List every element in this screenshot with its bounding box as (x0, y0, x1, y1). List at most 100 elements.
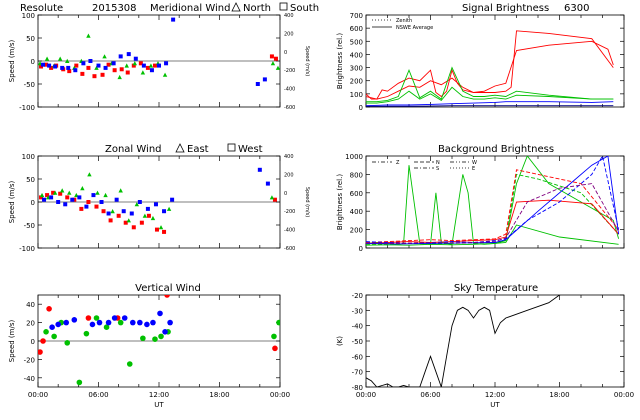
data-point (118, 54, 123, 59)
y-tick-label: -50 (24, 81, 35, 89)
zonal-legend-west: West (238, 144, 263, 155)
data-point (140, 70, 146, 75)
data-point (149, 68, 154, 73)
data-point (49, 65, 54, 70)
data-point (44, 62, 49, 67)
data-point (139, 220, 144, 225)
y-tick-label: 0 (31, 199, 35, 207)
data-point (65, 195, 70, 200)
background-legend-n: N (436, 160, 440, 166)
x-axis-label: UT (154, 401, 164, 409)
data-point (56, 200, 61, 204)
sky-plot-area: -80 -70 -60 -50 -40 -30 -20 00:00 06:00 12:00 18:0… (336, 292, 634, 409)
data-line (366, 105, 614, 107)
data-point (94, 204, 99, 209)
signal-title: Signal Brightness (462, 3, 549, 14)
y-axis-label: Speed (m/s) (8, 181, 16, 224)
data-point (275, 65, 281, 70)
data-point (86, 33, 91, 38)
data-point (167, 319, 173, 326)
x-tick-label: 00:00 (614, 391, 634, 399)
y-tick-label: 200 (350, 227, 363, 235)
data-point (95, 190, 100, 195)
data-point (153, 202, 158, 207)
data-point (40, 338, 46, 344)
y-right-axis-label: Speed (m/s) (304, 187, 310, 217)
y-right-tick-label: -200 (284, 68, 295, 74)
data-point (126, 361, 133, 367)
y-tick-label: -50 (352, 338, 363, 346)
data-point (126, 218, 131, 223)
y-tick-label: -100 (19, 245, 35, 253)
data-point (57, 56, 63, 61)
data-point (150, 215, 156, 221)
y-right-tick-label: 0 (284, 191, 287, 197)
y-tick-label: 0 (31, 338, 35, 346)
data-point (66, 65, 71, 70)
data-point (119, 67, 124, 72)
data-point (146, 213, 151, 218)
data-point (116, 213, 121, 218)
y-axis-label: (K) (336, 336, 344, 346)
data-point (47, 63, 52, 68)
y-axis-label: Brightness (rel.) (336, 33, 344, 89)
data-point (101, 209, 106, 214)
data-point (89, 321, 96, 328)
y-tick-label: 700 (350, 12, 363, 20)
y-tick-label: 0 (31, 58, 35, 66)
background-title: Background Brightness (438, 144, 554, 155)
data-point (117, 74, 122, 80)
y-tick-label: 40 (26, 301, 35, 309)
data-point (99, 200, 104, 204)
y-tick-label: 200 (350, 78, 363, 86)
data-point (39, 64, 44, 69)
data-point (53, 64, 58, 69)
data-point (144, 321, 150, 328)
data-point (154, 227, 159, 232)
background-legend-e: E (472, 166, 475, 172)
x-tick-label: 06:00 (88, 391, 108, 399)
data-point (125, 70, 130, 75)
signal-legend-average: NSWE Average (396, 25, 433, 31)
meridional-plot-area: -100 -50 0 50 100 -600 -400 -200 0 200 400 Speed (m… (8, 12, 310, 112)
y-tick-label: -80 (352, 384, 363, 392)
data-point (43, 329, 49, 335)
data-point (118, 188, 123, 193)
plot-frame (365, 155, 625, 249)
meridional-wind-panel: Resolute 2015308 Meridional Wind North S… (8, 2, 319, 112)
background-legend: Z N W S E (372, 160, 477, 172)
data-point (270, 61, 276, 66)
data-point (106, 211, 111, 216)
data-point (91, 193, 96, 198)
y-tick-label: 0 (359, 245, 363, 253)
data-point (72, 197, 77, 202)
data-point (152, 336, 158, 342)
x-tick-label: 12:00 (149, 391, 169, 399)
data-point (51, 190, 56, 195)
data-point (44, 56, 50, 61)
data-point (39, 192, 45, 198)
data-point (96, 319, 103, 326)
data-point (171, 17, 176, 22)
y-tick-label: -70 (352, 369, 363, 377)
data-line (366, 169, 619, 243)
data-line (366, 30, 614, 100)
y-tick-label: 600 (350, 190, 363, 198)
data-point (273, 56, 278, 61)
data-point (269, 195, 275, 200)
data-line (366, 156, 620, 244)
data-point (60, 188, 65, 193)
triangle-legend-icon (175, 143, 185, 153)
zonal-title: Zonal Wind (105, 144, 162, 155)
x-tick-label: 06:00 (420, 391, 440, 399)
data-point (108, 218, 113, 223)
triangle-legend-icon (231, 2, 241, 12)
data-point (162, 329, 168, 335)
data-point (140, 335, 146, 342)
y-tick-label: 50 (26, 35, 35, 43)
x-tick-label: 12:00 (485, 391, 505, 399)
y-tick-label: 100 (22, 12, 35, 20)
y-tick-label: 1000 (345, 153, 363, 161)
meridional-legend-south: South (290, 3, 319, 14)
zonal-legend-east: East (187, 144, 209, 155)
